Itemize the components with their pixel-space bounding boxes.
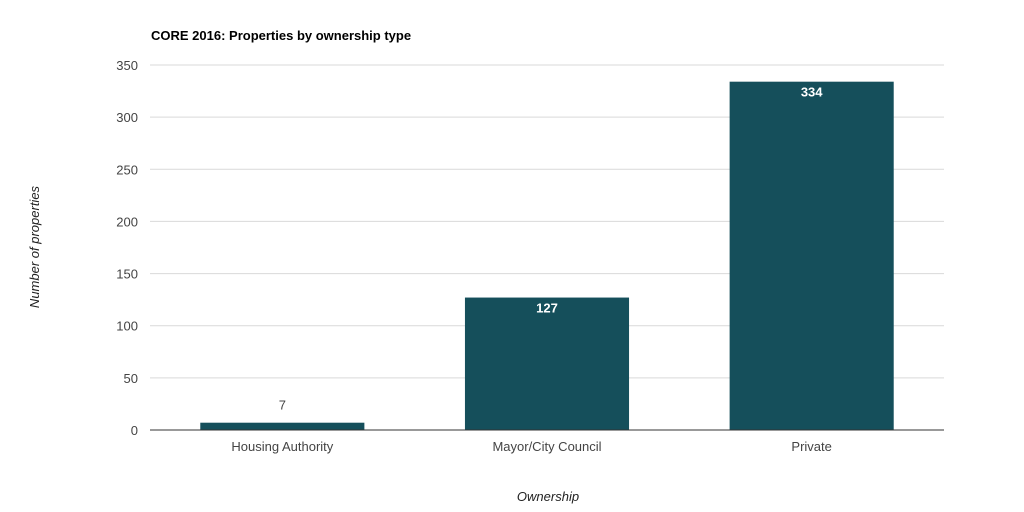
x-axis-ticks: Housing Authority Mayor/City Council Priva… bbox=[231, 439, 832, 454]
bars: 7 127 334 bbox=[200, 81, 894, 430]
y-tick-label: 100 bbox=[116, 319, 138, 334]
y-tick-label: 50 bbox=[124, 371, 138, 386]
gridlines bbox=[150, 64, 944, 379]
x-axis-title: Ownership bbox=[517, 489, 579, 504]
y-tick-label: 350 bbox=[116, 58, 138, 73]
chart-title: CORE 2016: Properties by ownership type bbox=[151, 28, 411, 43]
y-tick-label: 250 bbox=[116, 162, 138, 177]
y-axis-title: Number of properties bbox=[27, 185, 42, 308]
y-tick-label: 150 bbox=[116, 267, 138, 282]
x-tick-label: Mayor/City Council bbox=[492, 439, 601, 454]
y-tick-label: 300 bbox=[116, 110, 138, 125]
x-tick-label: Private bbox=[791, 439, 831, 454]
x-tick-label: Housing Authority bbox=[231, 439, 333, 454]
y-tick-label: 0 bbox=[131, 423, 138, 438]
y-tick-label: 200 bbox=[116, 214, 138, 229]
bar-value-label: 7 bbox=[279, 398, 286, 413]
bar-value-label: 127 bbox=[536, 301, 558, 316]
bar-value-label: 334 bbox=[801, 85, 823, 100]
bar-mayor-city-council bbox=[464, 297, 630, 430]
y-axis-ticks: 0 50 100 150 200 250 300 350 bbox=[116, 58, 138, 438]
bar-housing-authority bbox=[200, 422, 365, 430]
bar-private bbox=[729, 81, 894, 430]
